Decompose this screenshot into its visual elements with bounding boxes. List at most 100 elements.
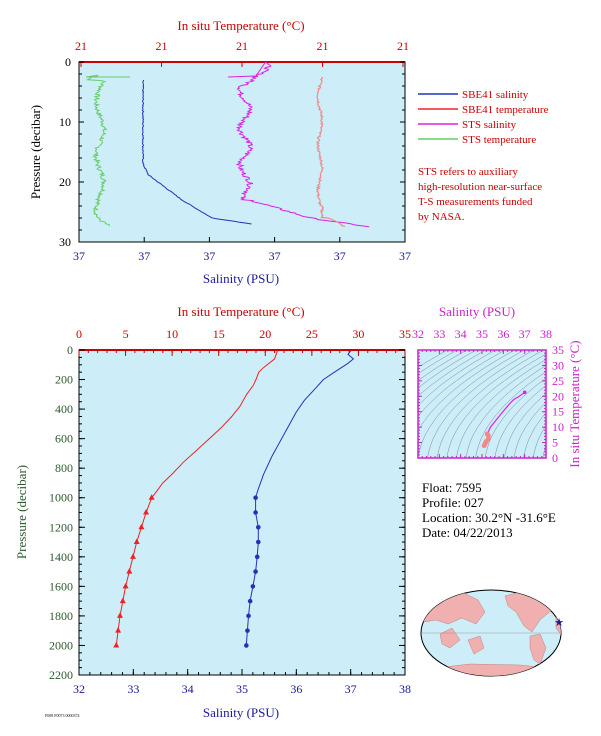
temperature-marker [113, 641, 120, 648]
salinity-marker [250, 584, 256, 589]
top-panel: In situ Temperature (°C) 21 21 21 21 21 0 10 2… [28, 18, 411, 286]
main-panel-y-tick-label: 2200 [49, 668, 73, 682]
top-panel-top-tick-label: 21 [75, 39, 87, 53]
top-panel-top-tick-label: 21 [236, 39, 248, 53]
ts-panel-right-tick-label: 35 [552, 343, 564, 357]
temperature-marker [133, 538, 140, 545]
main-panel-y-tick-label: 1000 [49, 491, 73, 505]
main-panel-top-tick-label: 35 [399, 327, 411, 341]
ts-panel-top-tick-label: 34 [455, 327, 467, 341]
salinity-marker [255, 539, 261, 545]
top-panel-bottom-tick-label: 37 [269, 249, 281, 263]
ts-panel-top-tick-label: 37 [519, 327, 531, 341]
main-panel-bottom-tick-label: 33 [127, 682, 139, 696]
top-panel-y-tick-label: 10 [59, 115, 71, 129]
top-panel-xlabel-top: In situ Temperature (°C) [177, 18, 304, 33]
ts-panel-ylabel-right: In situ Temperature (°C) [567, 340, 582, 467]
sbe41-temperature-near-surface-line [315, 76, 346, 227]
main-panel-bottom-tick-label: 35 [236, 682, 248, 696]
main-panel-top-tick-label: 20 [259, 327, 271, 341]
ts-panel-right-tick-label: 30 [552, 358, 564, 372]
ts-panel-top-tick-label: 35 [476, 327, 488, 341]
main-panel-top-tick-label: 15 [213, 327, 225, 341]
main-panel-bottom-tick-label: 36 [290, 682, 302, 696]
main-panel-tick-marks [78, 349, 406, 676]
main-panel-y-tick-label: 400 [55, 402, 73, 416]
top-panel-ylabel: Pressure (decibar) [28, 105, 43, 199]
salinity-marker [247, 598, 253, 604]
ts-panel-top-tick-label: 36 [497, 327, 509, 341]
top-panel-top-tick-label: 21 [156, 39, 168, 53]
ts-panel-right-tick-label: 10 [552, 420, 564, 434]
ts-density-contours [418, 350, 546, 458]
main-panel-bottom-tick-labels: 32 33 34 35 36 37 38 [73, 682, 411, 696]
top-panel-top-tick-labels: 21 21 21 21 21 [75, 39, 409, 53]
main-panel-top-tick-label: 10 [166, 327, 178, 341]
temperature-marker [119, 597, 126, 604]
main-panel: In situ Temperature (°C) 0 5 10 15 20 25 30 35 … [14, 304, 411, 720]
main-panel-y-tick-label: 800 [55, 461, 73, 475]
ts-panel-right-tick-label: 25 [552, 374, 564, 388]
main-panel-xlabel-bottom: Salinity (PSU) [203, 705, 279, 720]
salinity-marker [253, 495, 258, 501]
sts-note-line-1: STS refers to auxiliary [418, 166, 518, 178]
top-panel-y-tick-label: 0 [65, 55, 71, 69]
ts-panel-right-tick-label: 5 [552, 436, 558, 450]
main-panel-top-tick-label: 5 [123, 327, 129, 341]
ts-point [522, 390, 527, 395]
top-panel-bottom-tick-labels: 37 37 37 37 37 37 [73, 249, 411, 263]
main-panel-top-tick-label: 0 [76, 327, 82, 341]
main-panel-y-tick-label: 2000 [49, 638, 73, 652]
ts-panel-top-tick-label: 33 [433, 327, 445, 341]
salinity-marker [246, 613, 251, 619]
sts-salinity-line [227, 62, 370, 228]
top-panel-y-tick-labels: 0 10 20 30 [59, 55, 71, 249]
top-panel-bottom-tick-label: 37 [138, 249, 150, 263]
top-panel-tick-marks [78, 61, 406, 243]
main-panel-y-tick-label: 600 [55, 432, 73, 446]
salinity-marker [244, 643, 249, 648]
main-panel-ylabel: Pressure (decibar) [14, 465, 29, 559]
top-panel-bottom-tick-label: 37 [399, 249, 411, 263]
float-id: Float: 7595 [422, 480, 482, 495]
location: Location: 30.2°N -31.6°E [422, 510, 556, 525]
main-panel-y-tick-label: 1400 [49, 550, 73, 564]
legend-item-label: SBE41 salinity [462, 89, 529, 101]
main-panel-bottom-tick-label: 38 [399, 682, 411, 696]
footer-code: F008 F0073 0000374 [45, 713, 79, 718]
main-panel-xlabel-top: In situ Temperature (°C) [177, 304, 304, 319]
ts-panel-right-tick-label: 15 [552, 405, 564, 419]
ts-panel-right-tick-label: 20 [552, 389, 564, 403]
sts-note-line-2: high-resolution near-surface [418, 181, 542, 193]
sbe41-salinity-near-surface-line [141, 79, 252, 225]
ts-panel-tick-marks [417, 349, 547, 459]
salinity-marker [253, 569, 258, 574]
salinity-marker [245, 628, 250, 633]
salinity-marker [254, 554, 260, 560]
sts-note-line-4: by NASA. [418, 211, 465, 223]
legend-item-label: STS salinity [462, 119, 517, 131]
main-panel-top-tick-label: 25 [306, 327, 318, 341]
top-panel-top-tick-label: 21 [397, 39, 409, 53]
temperature-marker [122, 582, 129, 589]
legend-item-label: STS temperature [462, 134, 536, 146]
temperature-marker [126, 568, 133, 574]
main-panel-plot-area [78, 349, 406, 676]
main-panel-bottom-tick-label: 32 [73, 682, 85, 696]
sbe41-temperature-line [115, 350, 278, 646]
main-panel-y-tick-labels: 0 200 400 600 800 1000 1200 1400 1600 1800 2000 220… [49, 343, 73, 682]
temperature-marker [148, 494, 155, 500]
main-panel-y-tick-label: 1800 [49, 609, 73, 623]
ts-panel-plot-area [417, 349, 547, 459]
top-panel-bottom-tick-label: 37 [73, 249, 85, 263]
profile-number: Profile: 027 [422, 495, 484, 510]
temperature-marker [138, 523, 145, 530]
main-panel-y-tick-label: 200 [55, 373, 73, 387]
ts-panel-top-tick-label: 32 [412, 327, 424, 341]
top-panel-y-tick-label: 20 [59, 175, 71, 189]
temperature-marker [116, 612, 123, 618]
date: Date: 04/22/2013 [422, 525, 513, 540]
main-panel-top-tick-label: 30 [352, 327, 364, 341]
